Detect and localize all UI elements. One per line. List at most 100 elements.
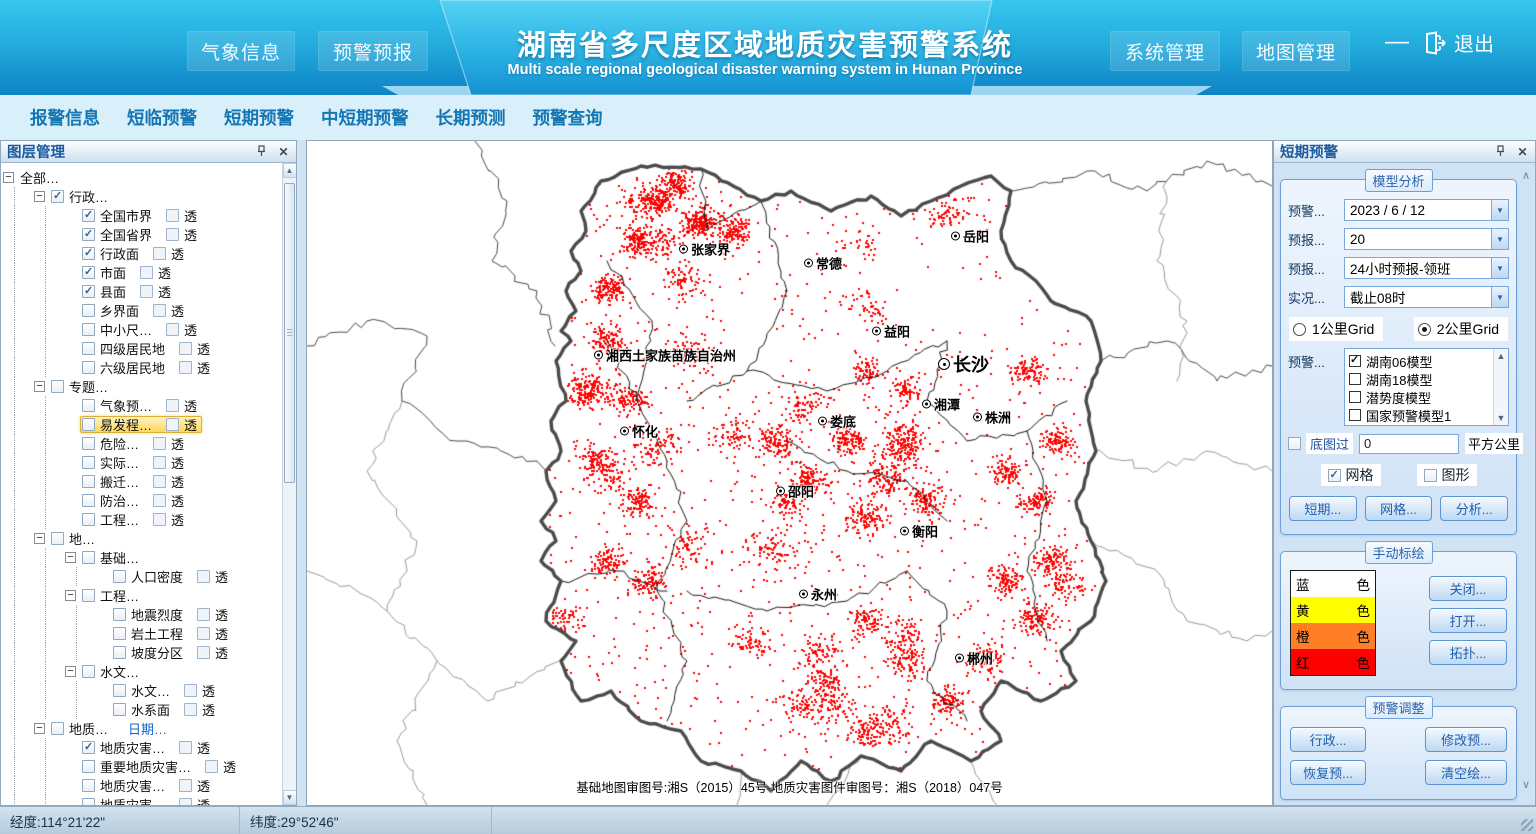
layer-checkbox[interactable] <box>82 779 95 792</box>
base-filter-label[interactable]: 底图过 <box>1306 433 1354 454</box>
close-icon[interactable]: ✕ <box>278 144 289 159</box>
chevron-down-icon[interactable]: ▼ <box>1491 229 1508 249</box>
transparency-checkbox[interactable] <box>166 323 180 336</box>
model-list-item[interactable]: 国家预警模型1 <box>1349 406 1493 424</box>
tree-row-line[interactable]: 人口密度 透 <box>111 568 233 585</box>
transparency-checkbox[interactable] <box>179 361 193 374</box>
layer-checkbox[interactable] <box>51 722 64 735</box>
transparency-checkbox[interactable] <box>179 798 193 805</box>
tree-expander-icon[interactable]: − <box>34 723 45 734</box>
transparency-checkbox[interactable] <box>153 494 167 507</box>
layer-checkbox[interactable] <box>82 494 95 507</box>
nav-item-3[interactable]: 短期预警 <box>224 108 294 128</box>
model-checkbox[interactable] <box>1349 391 1361 403</box>
filter-area-input[interactable] <box>1359 433 1460 454</box>
tree-row-line[interactable]: 岩土工程 透 <box>111 625 233 642</box>
manual-button-1[interactable]: 关闭... <box>1429 576 1507 601</box>
panel-scroll-up-icon[interactable]: ∧ <box>1521 170 1531 182</box>
transparency-checkbox[interactable] <box>153 513 167 526</box>
tree-row-line[interactable]: 水文… 透 <box>111 682 220 699</box>
transparency-checkbox[interactable] <box>197 646 211 659</box>
layer-checkbox[interactable] <box>82 418 95 431</box>
tree-row-line[interactable]: 地… <box>49 530 100 547</box>
transparency-checkbox[interactable] <box>153 304 167 317</box>
warning-forecast-button[interactable]: 预警预报 <box>318 31 428 71</box>
layer-checkbox[interactable] <box>82 456 95 469</box>
scroll-up-icon[interactable]: ▲ <box>282 163 296 178</box>
tree-item-label[interactable]: 六级居民地 <box>100 361 166 376</box>
chevron-down-icon[interactable]: ▼ <box>1491 200 1508 220</box>
color-row[interactable]: 黄色 <box>1291 597 1375 623</box>
color-row[interactable]: 蓝色 <box>1291 571 1375 597</box>
manual-button-3[interactable]: 拓扑... <box>1429 640 1507 665</box>
transparency-checkbox[interactable] <box>184 703 198 716</box>
transparency-checkbox[interactable] <box>166 399 180 412</box>
layer-checkbox[interactable] <box>82 513 95 526</box>
transparency-checkbox[interactable] <box>197 608 211 621</box>
tree-item-label[interactable]: 地质灾害… <box>100 741 166 756</box>
model-list-item[interactable]: 湖南06模型 <box>1349 352 1493 370</box>
tree-item-label[interactable]: 水文… <box>100 665 140 680</box>
layer-checkbox[interactable] <box>82 551 95 564</box>
layer-checkbox[interactable] <box>113 627 126 640</box>
grid-radio-2[interactable]: 2公里Grid <box>1413 317 1508 341</box>
tree-row-line[interactable]: 危险… 透 <box>80 435 189 452</box>
tree-row-line[interactable]: 坡度分区 透 <box>111 644 233 661</box>
tree-item-label[interactable]: 专题… <box>69 380 109 395</box>
layer-checkbox[interactable] <box>82 342 95 355</box>
model-list-scrollbar[interactable]: ▲ ▼ <box>1493 349 1508 425</box>
display-checkbox[interactable] <box>1423 468 1437 482</box>
layer-checkbox[interactable] <box>82 475 95 488</box>
tree-item-label[interactable]: 工程… <box>100 513 140 528</box>
tree-item-label[interactable]: 水系面 <box>131 703 171 718</box>
tree-item-label[interactable]: 人口密度 <box>131 570 184 585</box>
layer-checkbox[interactable] <box>82 361 95 374</box>
resize-grip[interactable] <box>1521 819 1533 831</box>
transparency-checkbox[interactable] <box>184 684 198 697</box>
layer-checkbox[interactable] <box>82 246 95 260</box>
tree-row-line[interactable]: 行政面 透 <box>80 245 189 262</box>
tree-row-line[interactable]: 中小尺… 透 <box>80 321 202 338</box>
system-manage-button[interactable]: 系统管理 <box>1110 31 1220 71</box>
transparency-checkbox[interactable] <box>205 760 219 773</box>
model-list-item[interactable]: 潜势度模型 <box>1349 388 1493 406</box>
nav-item-2[interactable]: 短临预警 <box>127 108 197 128</box>
tree-item-label[interactable]: 县面 <box>100 285 127 300</box>
transparency-checkbox[interactable] <box>140 285 154 298</box>
tree-row-line[interactable]: 四级居民地 透 <box>80 340 215 357</box>
layer-checkbox[interactable] <box>82 740 95 754</box>
tree-row-line[interactable]: 地质灾害… 透 <box>80 796 215 805</box>
model-checkbox[interactable] <box>1349 353 1361 367</box>
weather-info-button[interactable]: 气象信息 <box>187 31 295 71</box>
combo-field-4[interactable]: 截止08时 ▼ <box>1344 286 1509 308</box>
tree-row-line[interactable]: 工程… 透 <box>80 511 189 528</box>
model-button-3[interactable]: 分析... <box>1440 496 1509 521</box>
layer-checkbox[interactable] <box>82 399 95 412</box>
grid-radio-1[interactable]: 1公里Grid <box>1289 317 1384 341</box>
tree-item-label[interactable]: 坡度分区 <box>131 646 184 661</box>
tree-item-label[interactable]: 地质灾害… <box>100 795 165 805</box>
tree-row-line[interactable]: 地质灾害… 透 <box>80 739 215 756</box>
transparency-checkbox[interactable] <box>153 247 167 260</box>
adjust-button-3[interactable]: 恢复预... <box>1290 760 1366 785</box>
tree-expander-icon[interactable]: − <box>34 381 45 392</box>
chevron-down-icon[interactable]: ▼ <box>1491 258 1508 278</box>
tree-expander-icon[interactable]: − <box>65 666 76 677</box>
layer-checkbox[interactable] <box>82 437 95 450</box>
model-button-2[interactable]: 网格... <box>1364 496 1433 521</box>
layer-checkbox[interactable] <box>51 189 64 203</box>
tree-row-line[interactable]: 全部… <box>18 169 64 186</box>
exit-button[interactable]: 退出 <box>1424 28 1494 57</box>
tree-row-line[interactable]: 基础… <box>80 549 144 566</box>
transparency-checkbox[interactable] <box>166 209 180 222</box>
color-row[interactable]: 橙色 <box>1291 623 1375 649</box>
model-list-item[interactable]: 湖南18模型 <box>1349 370 1493 388</box>
tree-item-label[interactable]: 实际… <box>100 456 140 471</box>
close-icon[interactable]: ✕ <box>1517 144 1528 159</box>
tree-item-label[interactable]: 行政面 <box>100 247 140 262</box>
tree-expander-icon[interactable]: − <box>65 552 76 563</box>
transparency-checkbox[interactable] <box>166 228 180 241</box>
scroll-up-icon[interactable]: ▲ <box>1496 351 1506 361</box>
transparency-checkbox[interactable] <box>153 437 167 450</box>
layer-checkbox[interactable] <box>113 570 126 583</box>
